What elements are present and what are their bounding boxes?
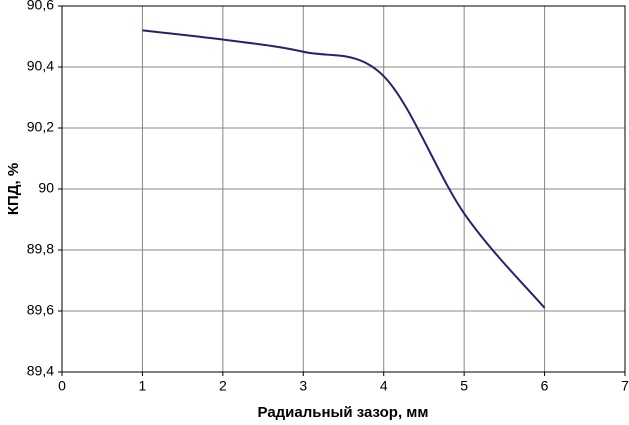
x-tick-label: 0 <box>58 378 66 394</box>
y-tick-label: 89,6 <box>27 302 54 318</box>
y-axis-title: КПД, % <box>5 163 22 215</box>
line <box>142 29 546 309</box>
x-tick-label: 3 <box>299 378 307 394</box>
x-tick-label: 4 <box>380 378 388 394</box>
y-tick-label: 89,4 <box>27 363 54 379</box>
y-tick-label: 90,4 <box>27 58 54 74</box>
x-tick-label: 2 <box>219 378 227 394</box>
x-tick-label: 1 <box>139 378 147 394</box>
y-tick-label: 90 <box>38 180 54 196</box>
x-tick-label: 5 <box>460 378 468 394</box>
y-tick-label: 90,2 <box>27 119 54 135</box>
y-tick-label: 89,8 <box>27 241 54 257</box>
x-tick-label: 7 <box>621 378 629 394</box>
x-tick-label: 6 <box>541 378 549 394</box>
y-tick-label: 90,6 <box>27 0 54 13</box>
x-axis-title: Радиальный зазор, мм <box>258 404 429 421</box>
plot-border <box>61 5 626 373</box>
